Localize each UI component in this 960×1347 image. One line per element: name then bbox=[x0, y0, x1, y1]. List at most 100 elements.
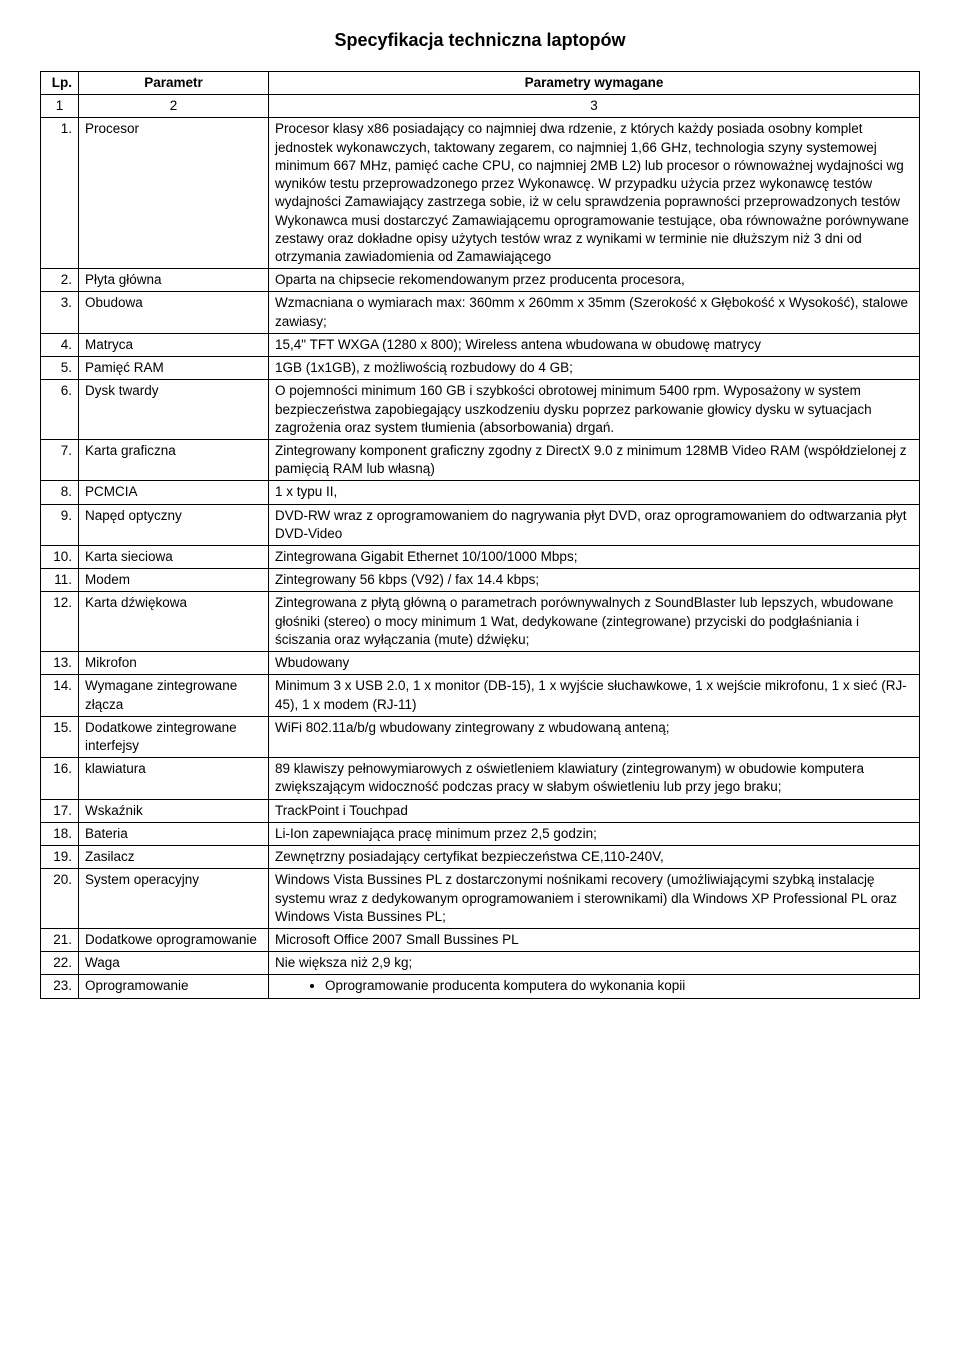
table-row: 15.Dodatkowe zintegrowane interfejsyWiFi… bbox=[41, 716, 920, 757]
cell-value: O pojemności minimum 160 GB i szybkości … bbox=[269, 380, 920, 440]
cell-lp: 2. bbox=[41, 269, 79, 292]
cell-value: WiFi 802.11a/b/g wbudowany zintegrowany … bbox=[269, 716, 920, 757]
colnum-1: 1 bbox=[41, 95, 79, 118]
cell-value: Nie większa niż 2,9 kg; bbox=[269, 952, 920, 975]
cell-param: Dodatkowe zintegrowane interfejsy bbox=[79, 716, 269, 757]
cell-value: Li-Ion zapewniająca pracę minimum przez … bbox=[269, 822, 920, 845]
cell-param: Modem bbox=[79, 569, 269, 592]
cell-lp: 18. bbox=[41, 822, 79, 845]
cell-lp: 5. bbox=[41, 357, 79, 380]
cell-lp: 11. bbox=[41, 569, 79, 592]
cell-value: 15,4" TFT WXGA (1280 x 800); Wireless an… bbox=[269, 333, 920, 356]
table-row: 19.ZasilaczZewnętrzny posiadający certyf… bbox=[41, 846, 920, 869]
cell-lp: 10. bbox=[41, 546, 79, 569]
cell-lp: 9. bbox=[41, 504, 79, 545]
cell-lp: 4. bbox=[41, 333, 79, 356]
cell-lp: 3. bbox=[41, 292, 79, 333]
table-row: 22.WagaNie większa niż 2,9 kg; bbox=[41, 952, 920, 975]
spec-table: Lp. Parametr Parametry wymagane 1 2 3 1.… bbox=[40, 71, 920, 999]
cell-value: Zintegrowany komponent graficzny zgodny … bbox=[269, 439, 920, 480]
cell-param: Procesor bbox=[79, 118, 269, 269]
cell-lp: 7. bbox=[41, 439, 79, 480]
table-row: 5.Pamięć RAM1GB (1x1GB), z możliwością r… bbox=[41, 357, 920, 380]
cell-param: Pamięć RAM bbox=[79, 357, 269, 380]
cell-lp: 13. bbox=[41, 652, 79, 675]
cell-lp: 1. bbox=[41, 118, 79, 269]
cell-value: DVD-RW wraz z oprogramowaniem do nagrywa… bbox=[269, 504, 920, 545]
table-row: 8.PCMCIA 1 x typu II, bbox=[41, 481, 920, 504]
cell-lp: 19. bbox=[41, 846, 79, 869]
cell-param: Mikrofon bbox=[79, 652, 269, 675]
cell-lp: 20. bbox=[41, 869, 79, 929]
cell-lp: 15. bbox=[41, 716, 79, 757]
page-title: Specyfikacja techniczna laptopów bbox=[40, 30, 920, 51]
table-row: 13.MikrofonWbudowany bbox=[41, 652, 920, 675]
table-row: 14.Wymagane zintegrowane złączaMinimum 3… bbox=[41, 675, 920, 716]
cell-param: System operacyjny bbox=[79, 869, 269, 929]
table-row: 16.klawiatura89 klawiszy pełnowymiarowyc… bbox=[41, 758, 920, 799]
table-row: 11.ModemZintegrowany 56 kbps (V92) / fax… bbox=[41, 569, 920, 592]
table-row: 7.Karta graficznaZintegrowany komponent … bbox=[41, 439, 920, 480]
cell-param: Dodatkowe oprogramowanie bbox=[79, 928, 269, 951]
table-row: 23.Oprogramowanie Oprogramowanie producen… bbox=[41, 975, 920, 998]
cell-value: Zewnętrzny posiadający certyfikat bezpie… bbox=[269, 846, 920, 869]
cell-lp: 6. bbox=[41, 380, 79, 440]
cell-value: Zintegrowana Gigabit Ethernet 10/100/100… bbox=[269, 546, 920, 569]
col-header-lp: Lp. bbox=[41, 72, 79, 95]
cell-param: PCMCIA bbox=[79, 481, 269, 504]
cell-value: Oparta na chipsecie rekomendowanym przez… bbox=[269, 269, 920, 292]
cell-param: Matryca bbox=[79, 333, 269, 356]
col-header-param: Parametr bbox=[79, 72, 269, 95]
cell-lp: 12. bbox=[41, 592, 79, 652]
cell-param: Obudowa bbox=[79, 292, 269, 333]
cell-value: TrackPoint i Touchpad bbox=[269, 799, 920, 822]
cell-value: Microsoft Office 2007 Small Bussines PL bbox=[269, 928, 920, 951]
table-row: 10.Karta sieciowaZintegrowana Gigabit Et… bbox=[41, 546, 920, 569]
table-header-row: Lp. Parametr Parametry wymagane bbox=[41, 72, 920, 95]
table-row: 4.Matryca15,4" TFT WXGA (1280 x 800); Wi… bbox=[41, 333, 920, 356]
cell-param: Karta sieciowa bbox=[79, 546, 269, 569]
cell-param: Karta dźwiękowa bbox=[79, 592, 269, 652]
cell-lp: 8. bbox=[41, 481, 79, 504]
cell-param: klawiatura bbox=[79, 758, 269, 799]
table-row: 9.Napęd optycznyDVD-RW wraz z oprogramow… bbox=[41, 504, 920, 545]
cell-param: Waga bbox=[79, 952, 269, 975]
cell-value: Zintegrowany 56 kbps (V92) / fax 14.4 kb… bbox=[269, 569, 920, 592]
table-row: 21.Dodatkowe oprogramowanieMicrosoft Off… bbox=[41, 928, 920, 951]
cell-value: Oprogramowanie producenta komputera do w… bbox=[269, 975, 920, 998]
bullet-item: Oprogramowanie producenta komputera do w… bbox=[325, 977, 913, 995]
table-row: 12.Karta dźwiękowaZintegrowana z płytą g… bbox=[41, 592, 920, 652]
cell-param: Wymagane zintegrowane złącza bbox=[79, 675, 269, 716]
bullet-list: Oprogramowanie producenta komputera do w… bbox=[325, 977, 913, 995]
cell-lp: 14. bbox=[41, 675, 79, 716]
cell-value: 89 klawiszy pełnowymiarowych z oświetlen… bbox=[269, 758, 920, 799]
cell-lp: 17. bbox=[41, 799, 79, 822]
cell-param: Napęd optyczny bbox=[79, 504, 269, 545]
cell-value: 1GB (1x1GB), z możliwością rozbudowy do … bbox=[269, 357, 920, 380]
colnum-2: 2 bbox=[79, 95, 269, 118]
table-row: 18.Bateria Li-Ion zapewniająca pracę min… bbox=[41, 822, 920, 845]
cell-lp: 16. bbox=[41, 758, 79, 799]
cell-param: Zasilacz bbox=[79, 846, 269, 869]
table-row: 2.Płyta głównaOparta na chipsecie rekome… bbox=[41, 269, 920, 292]
cell-param: Wskaźnik bbox=[79, 799, 269, 822]
table-number-row: 1 2 3 bbox=[41, 95, 920, 118]
cell-value: 1 x typu II, bbox=[269, 481, 920, 504]
cell-lp: 22. bbox=[41, 952, 79, 975]
cell-lp: 23. bbox=[41, 975, 79, 998]
table-row: 17.WskaźnikTrackPoint i Touchpad bbox=[41, 799, 920, 822]
colnum-3: 3 bbox=[269, 95, 920, 118]
cell-param: Karta graficzna bbox=[79, 439, 269, 480]
cell-value: Zintegrowana z płytą główną o parametrac… bbox=[269, 592, 920, 652]
col-header-req: Parametry wymagane bbox=[269, 72, 920, 95]
cell-value: Procesor klasy x86 posiadający co najmni… bbox=[269, 118, 920, 269]
table-row: 1.ProcesorProcesor klasy x86 posiadający… bbox=[41, 118, 920, 269]
cell-value: Minimum 3 x USB 2.0, 1 x monitor (DB-15)… bbox=[269, 675, 920, 716]
cell-param: Oprogramowanie bbox=[79, 975, 269, 998]
cell-value: Windows Vista Bussines PL z dostarczonym… bbox=[269, 869, 920, 929]
cell-param: Dysk twardy bbox=[79, 380, 269, 440]
cell-value: Wbudowany bbox=[269, 652, 920, 675]
cell-value: Wzmacniana o wymiarach max: 360mm x 260m… bbox=[269, 292, 920, 333]
cell-param: Bateria bbox=[79, 822, 269, 845]
table-row: 6.Dysk twardyO pojemności minimum 160 GB… bbox=[41, 380, 920, 440]
